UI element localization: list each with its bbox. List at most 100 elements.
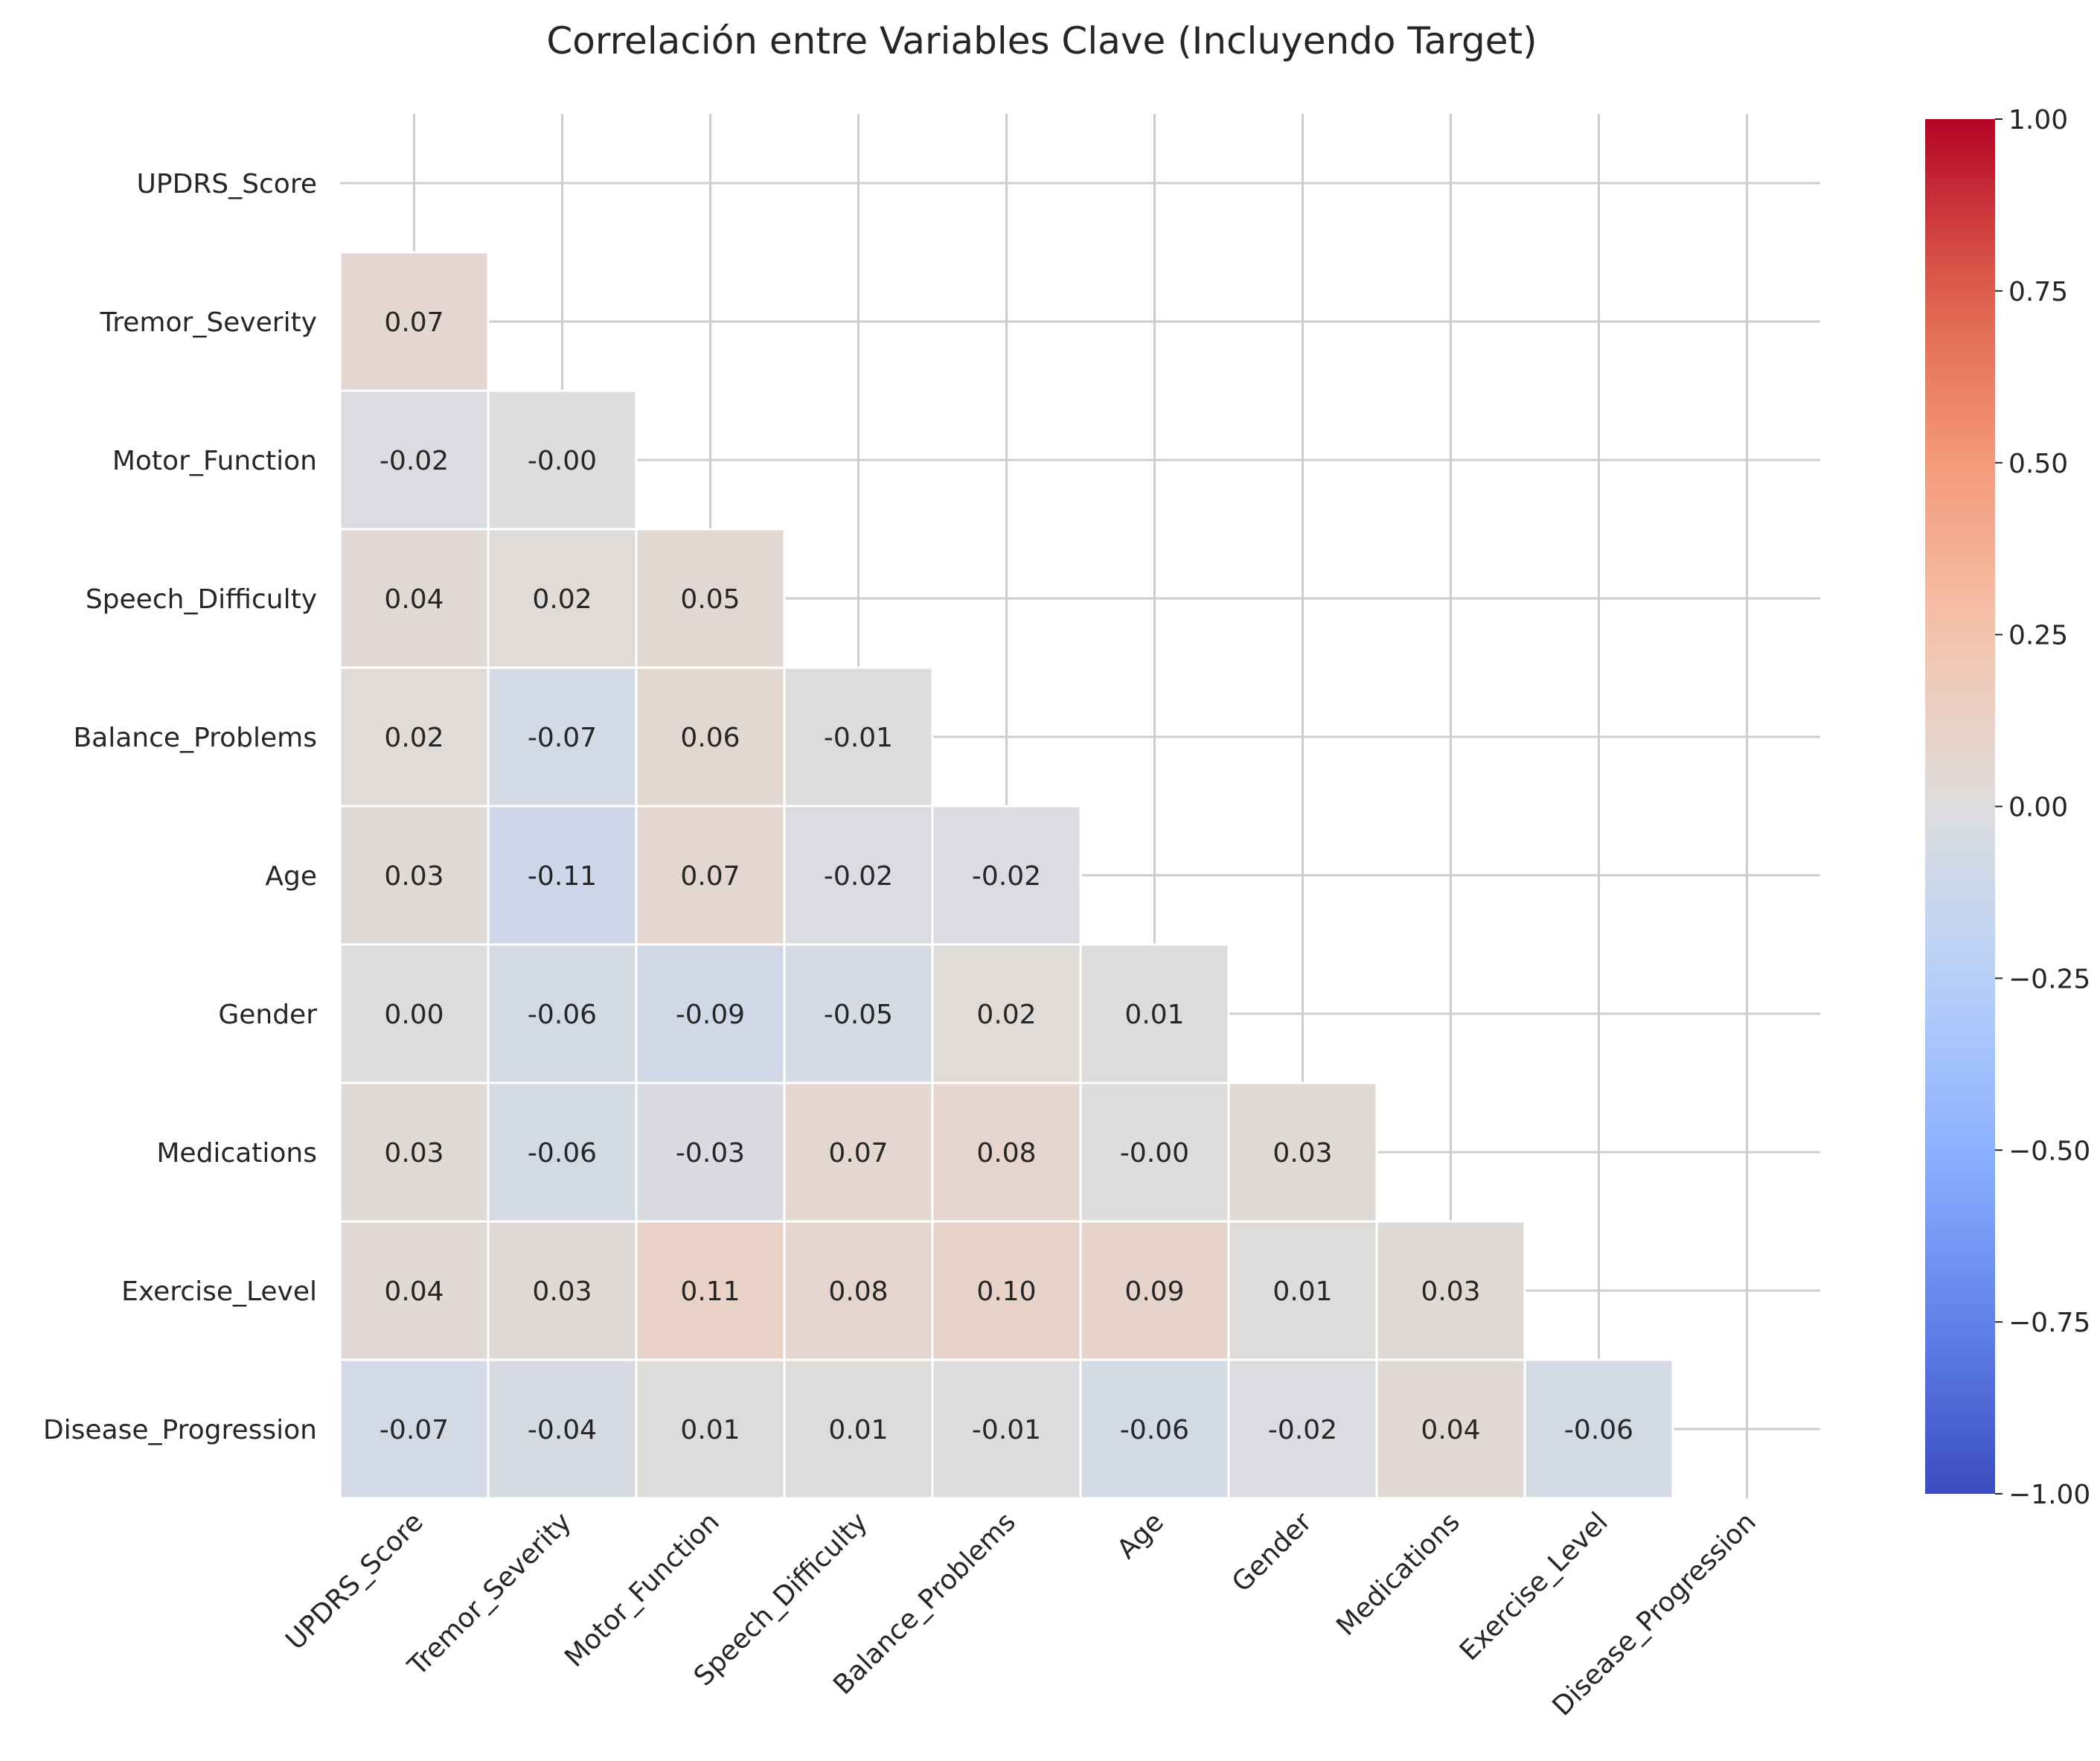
heatmap-cell: -0.06 bbox=[487, 943, 638, 1084]
heatmap-cell-value: 0.07 bbox=[384, 307, 444, 338]
heatmap-cell-value: -0.06 bbox=[528, 1000, 597, 1030]
heatmap-cell-value: 0.01 bbox=[1124, 1000, 1184, 1030]
heatmap-cell: -0.02 bbox=[783, 805, 934, 946]
heatmap-cell: -0.00 bbox=[487, 389, 638, 531]
heatmap-cell: 0.00 bbox=[339, 943, 490, 1084]
heatmap-cell: 0.04 bbox=[339, 528, 490, 669]
heatmap-cell: -0.06 bbox=[1079, 1358, 1230, 1500]
heatmap-cell-fill bbox=[487, 528, 638, 669]
heatmap-cell: -0.02 bbox=[931, 805, 1082, 946]
heatmap-cell-value: -0.11 bbox=[528, 861, 597, 892]
heatmap-cell: 0.05 bbox=[635, 528, 786, 669]
heatmap-cell-value: 0.03 bbox=[1421, 1276, 1480, 1307]
heatmap-cell: -0.01 bbox=[931, 1358, 1082, 1500]
heatmap-cell-value: 0.11 bbox=[680, 1276, 740, 1307]
heatmap-cell-value: 0.02 bbox=[384, 723, 444, 753]
heatmap-cell: 0.07 bbox=[783, 1081, 934, 1223]
colorbar: 1.00 0.75 0.50 0.25 0.00 −0.25 −0.50 −0.75 −1.00 bbox=[1925, 105, 2090, 1510]
colorbar-tick-label: 0.00 bbox=[2008, 793, 2068, 823]
heatmap-cell-value: -0.01 bbox=[824, 723, 893, 753]
heatmap-cell-value: 0.01 bbox=[680, 1415, 740, 1445]
heatmap-cell-fill bbox=[783, 1220, 934, 1361]
heatmap-cell: 0.01 bbox=[1079, 943, 1230, 1084]
heatmap-cell: -0.07 bbox=[339, 1358, 490, 1500]
row-label: Gender bbox=[218, 1000, 317, 1030]
heatmap-cell-fill bbox=[931, 1358, 1082, 1500]
heatmap-cell-value: -0.07 bbox=[380, 1415, 449, 1445]
heatmap-cell-fill bbox=[487, 666, 638, 808]
heatmap-cell: -0.06 bbox=[1523, 1358, 1674, 1500]
heatmap-cell-fill bbox=[1523, 1358, 1674, 1500]
heatmap-cell-value: 0.02 bbox=[976, 1000, 1036, 1030]
chart-title: Correlación entre Variables Clave (Inclu… bbox=[546, 19, 1537, 63]
heatmap-cell-value: 0.08 bbox=[828, 1276, 888, 1307]
heatmap-cell: 0.01 bbox=[1227, 1220, 1378, 1361]
heatmap-cell: -0.06 bbox=[487, 1081, 638, 1223]
heatmap-cell: 0.04 bbox=[1375, 1358, 1526, 1500]
heatmap-cell-value: -0.06 bbox=[1120, 1415, 1189, 1445]
heatmap-cell-value: 0.04 bbox=[384, 584, 444, 615]
column-label: Age bbox=[1112, 1506, 1170, 1565]
heatmap-cell-fill bbox=[635, 943, 786, 1084]
heatmap-cell: 0.04 bbox=[339, 1220, 490, 1361]
row-label: Speech_Difficulty bbox=[86, 584, 317, 615]
column-label: Gender bbox=[1226, 1506, 1318, 1598]
heatmap-cell-value: 0.03 bbox=[1273, 1138, 1332, 1169]
heatmap-cell-value: 0.09 bbox=[1124, 1276, 1184, 1307]
heatmap-cell-value: 0.04 bbox=[1421, 1415, 1480, 1445]
column-label: UPDRS_Score bbox=[280, 1506, 429, 1655]
heatmap-cell-fill bbox=[635, 805, 786, 946]
row-label: Balance_Problems bbox=[73, 723, 317, 753]
heatmap-cell: -0.11 bbox=[487, 805, 638, 946]
heatmap-cell-value: -0.06 bbox=[1564, 1415, 1633, 1445]
heatmap-cell: 0.02 bbox=[487, 528, 638, 669]
heatmap-cell-value: 0.06 bbox=[680, 723, 740, 753]
heatmap-cell: 0.10 bbox=[931, 1220, 1082, 1361]
heatmap-cell-fill bbox=[339, 943, 490, 1084]
heatmap-cell: 0.07 bbox=[635, 805, 786, 946]
heatmap-cell-fill bbox=[635, 528, 786, 669]
heatmap-cell: 0.03 bbox=[1227, 1081, 1378, 1223]
heatmap-cell-value: 0.02 bbox=[532, 584, 592, 615]
heatmap-cell-value: 0.10 bbox=[976, 1276, 1036, 1307]
heatmap-cell-fill bbox=[635, 1358, 786, 1500]
heatmap-cell-value: 0.03 bbox=[384, 1138, 444, 1169]
heatmap-cell-fill bbox=[339, 528, 490, 669]
heatmap-cells: 0.07 -0.02 -0.00 0.04 0.02 0.05 0.02 -0.07 0.06 -… bbox=[339, 251, 1674, 1500]
heatmap-cell: 0.11 bbox=[635, 1220, 786, 1361]
row-labels: UPDRS_Score Tremor_Severity Motor_Function… bbox=[43, 169, 317, 1445]
heatmap-cell-value: 0.05 bbox=[680, 584, 740, 615]
heatmap-cell-value: -0.00 bbox=[528, 446, 597, 476]
heatmap-cell: 0.03 bbox=[487, 1220, 638, 1361]
heatmap-cell-fill bbox=[339, 1220, 490, 1361]
row-label: Tremor_Severity bbox=[100, 307, 317, 338]
heatmap-cell-fill bbox=[1227, 1081, 1378, 1223]
heatmap-cell: -0.07 bbox=[487, 666, 638, 808]
heatmap-cell-value: -0.03 bbox=[676, 1138, 745, 1169]
heatmap-cell-value: 0.03 bbox=[384, 861, 444, 892]
heatmap-cell-fill bbox=[931, 1220, 1082, 1361]
heatmap-cell: -0.05 bbox=[783, 943, 934, 1084]
heatmap-cell-fill bbox=[1079, 1358, 1230, 1500]
heatmap-cell: -0.03 bbox=[635, 1081, 786, 1223]
heatmap-cell: 0.08 bbox=[931, 1081, 1082, 1223]
heatmap-cell-value: -0.02 bbox=[972, 861, 1041, 892]
column-label: Motor_Function bbox=[559, 1506, 726, 1673]
heatmap-cell: 0.02 bbox=[931, 943, 1082, 1084]
column-label: Tremor_Severity bbox=[402, 1506, 577, 1682]
heatmap-cell-fill bbox=[783, 943, 934, 1084]
heatmap-cell: -0.04 bbox=[487, 1358, 638, 1500]
colorbar-tick-label: −1.00 bbox=[2008, 1480, 2090, 1510]
heatmap-cell-fill bbox=[339, 389, 490, 531]
row-label: UPDRS_Score bbox=[137, 169, 317, 199]
colorbar-tick-label: −0.25 bbox=[2008, 964, 2090, 994]
colorbar-tick-label: 0.75 bbox=[2008, 277, 2068, 307]
heatmap-cell-value: 0.07 bbox=[828, 1138, 888, 1169]
heatmap-cell: 0.01 bbox=[635, 1358, 786, 1500]
row-label: Exercise_Level bbox=[121, 1276, 317, 1307]
heatmap-cell-value: -0.04 bbox=[528, 1415, 597, 1445]
heatmap-cell-fill bbox=[931, 943, 1082, 1084]
colorbar-tick-label: −0.50 bbox=[2008, 1136, 2090, 1166]
heatmap-cell: 0.09 bbox=[1079, 1220, 1230, 1361]
